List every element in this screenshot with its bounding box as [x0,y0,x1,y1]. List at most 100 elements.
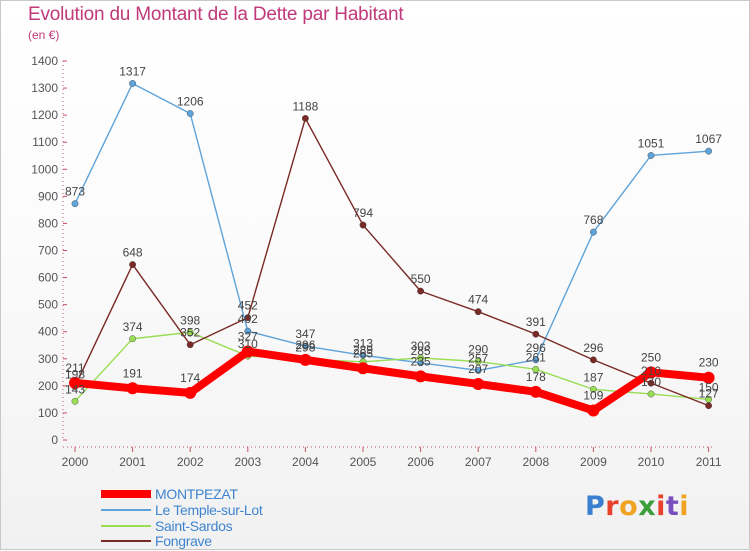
data-point-montpezat [126,382,139,395]
data-point-montpezat [702,371,715,384]
logo-letter: i [679,491,690,522]
y-tick-label: 1100 [32,135,58,149]
x-tick-label: 2005 [350,455,377,469]
data-point-montpezat [645,366,657,379]
y-tick-label: 400 [38,325,58,339]
x-tick-label: 2004 [292,455,319,469]
legend-swatch-saint-sardos [101,525,151,527]
data-label-fongrave: 794 [353,206,373,220]
data-label-montpezat: 174 [180,371,200,385]
x-tick-label: 2011 [696,455,722,469]
legend-swatch-fongrave [101,540,151,542]
data-label-saint-sardos: 374 [123,320,143,334]
data-point-montpezat [357,362,369,375]
data-label-le-temple-sur-lot: 768 [583,213,603,227]
data-label-le-temple-sur-lot: 873 [65,185,85,199]
data-point-montpezat [529,385,542,398]
data-label-le-temple-sur-lot: 1317 [119,64,146,78]
data-label-saint-sardos: 398 [180,313,200,327]
data-label-saint-sardos: 261 [526,350,546,364]
series-line-fongrave [74,117,710,407]
data-point-saint-sardos [186,328,194,336]
data-point-le-temple-sur-lot [71,200,79,208]
series-line-montpezat [71,347,713,415]
data-point-le-temple-sur-lot [705,147,712,155]
data-point-fongrave [590,356,597,364]
logo-letter: P [585,491,606,522]
x-tick-label: 2000 [62,455,89,469]
data-label-fongrave: 198 [65,367,85,381]
y-tick-label: 500 [38,298,58,312]
data-label-montpezat: 109 [583,388,603,402]
y-tick-label: 1000 [31,162,58,176]
data-point-fongrave [244,314,252,322]
data-point-montpezat [69,376,81,389]
data-point-montpezat [587,404,600,417]
data-point-le-temple-sur-lot [474,367,482,374]
data-point-fongrave [186,341,194,349]
data-point-le-temple-sur-lot [301,342,309,350]
data-label-le-temple-sur-lot: 1051 [638,136,665,150]
data-point-le-temple-sur-lot [647,152,655,159]
data-point-montpezat [414,370,427,383]
logo-letter: x [638,491,657,522]
legend-label-saint-sardos: Saint-Sardos [155,518,233,534]
data-label-le-temple-sur-lot: 1206 [177,95,204,109]
y-tick-label: 200 [38,379,58,393]
x-tick-label: 2006 [407,455,434,469]
y-tick-label: 700 [38,244,58,258]
data-label-montpezat: 235 [411,354,431,368]
data-point-fongrave [532,330,540,338]
data-label-le-temple-sur-lot: 257 [468,351,488,365]
data-label-saint-sardos: 303 [411,339,431,353]
y-tick-label: 600 [38,271,58,285]
data-label-saint-sardos: 289 [353,343,373,357]
data-point-le-temple-sur-lot [129,80,137,87]
logo-letter: t [665,491,680,522]
y-tick-label: 800 [38,216,58,230]
data-point-montpezat [184,386,197,399]
data-point-montpezat [472,377,485,390]
data-label-le-temple-sur-lot: 402 [238,312,258,326]
data-label-fongrave: 352 [180,326,200,340]
series-line-saint-sardos [74,331,710,402]
x-tick-label: 2008 [522,455,549,469]
data-point-le-temple-sur-lot [532,356,540,364]
data-label-fongrave: 474 [468,293,488,307]
axes: 0 100 200 300 400 500 600 700 800 900 1000 1100 1200… [31,54,722,469]
data-point-le-temple-sur-lot [590,228,597,236]
logo-letter: i [656,491,666,522]
x-tick-label: 2007 [465,455,492,469]
series-line-le-temple-sur-lot [74,82,710,372]
data-point-saint-sardos [71,397,79,405]
y-tick-label: 900 [38,189,58,203]
data-label-saint-sardos: 143 [65,382,85,396]
data-label-saint-sardos: 187 [583,370,603,384]
data-label-montpezat: 230 [699,356,719,370]
data-label-fongrave: 391 [526,315,546,329]
data-point-saint-sardos [474,358,482,365]
series-layer [69,80,715,417]
data-label-saint-sardos: 170 [641,375,661,389]
data-label-fongrave: 452 [238,299,258,313]
x-tick-label: 2010 [638,455,665,469]
data-label-fongrave: 296 [583,341,603,355]
data-point-fongrave [647,379,655,387]
data-label-montpezat: 207 [468,362,488,376]
data-label-fongrave: 127 [699,387,719,401]
logo-letter: r [605,491,620,522]
data-label-fongrave: 648 [123,246,143,260]
data-label-saint-sardos: 290 [468,342,488,356]
legend-swatch-le-temple-sur-lot [101,509,151,511]
data-label-montpezat: 265 [353,346,373,360]
proxiti-logo: Proxiti [585,491,689,522]
data-label-montpezat: 296 [295,338,315,352]
data-label-saint-sardos: 310 [238,337,258,351]
data-label-montpezat: 327 [238,329,258,343]
legend-label-le-temple-sur-lot: Le Temple-sur-Lot [155,502,263,518]
data-point-saint-sardos [647,390,655,398]
data-point-le-temple-sur-lot [186,110,194,117]
data-point-saint-sardos [129,335,137,343]
y-tick-label: 100 [38,406,58,420]
